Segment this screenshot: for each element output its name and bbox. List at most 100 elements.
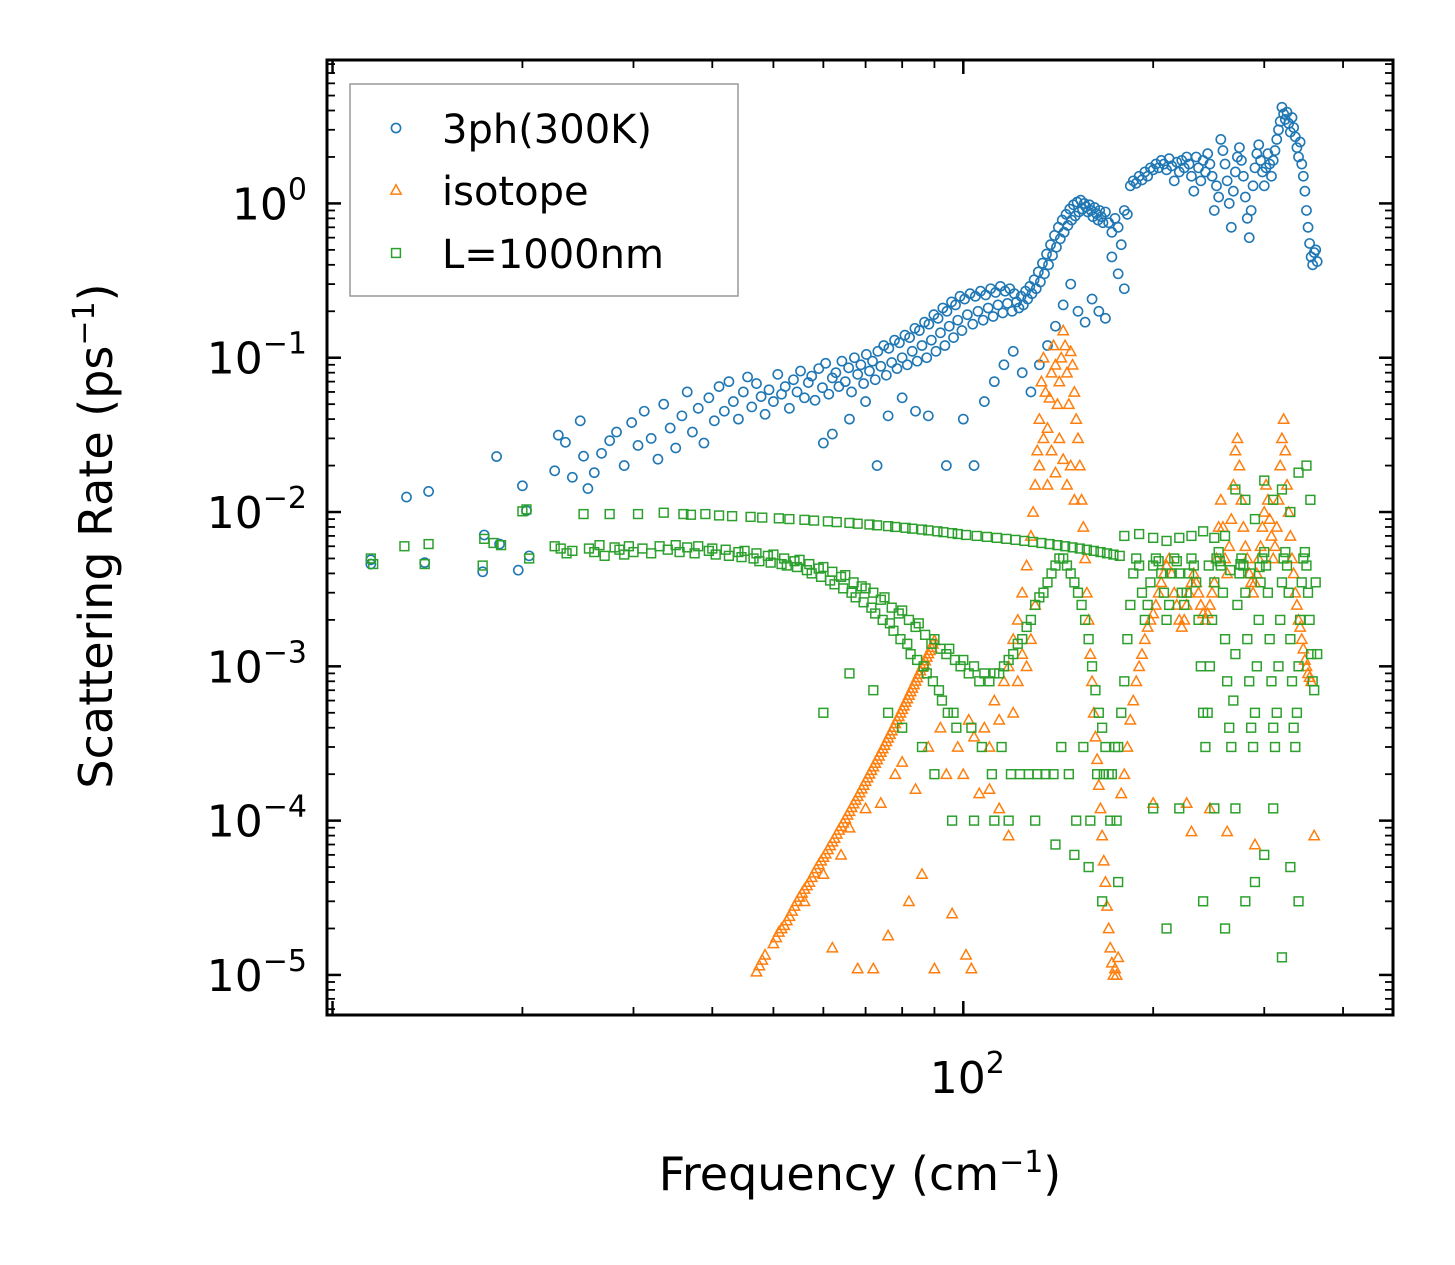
point-boundary: [1113, 876, 1124, 888]
point-boundary: [912, 654, 923, 666]
point-3ph: [894, 337, 905, 349]
point-3ph: [768, 396, 779, 407]
point-boundary: [936, 695, 948, 706]
point-boundary: [1291, 707, 1303, 718]
point-isotope: [1028, 478, 1042, 490]
point-isotope: [1041, 421, 1055, 433]
point-isotope: [1290, 598, 1304, 610]
point-isotope: [1154, 575, 1168, 588]
point-isotope: [1248, 837, 1262, 850]
point-isotope: [915, 867, 929, 880]
point-boundary: [799, 514, 810, 525]
point-boundary: [1219, 923, 1231, 934]
point-boundary: [1093, 707, 1104, 718]
point-isotope: [1011, 674, 1025, 687]
point-isotope: [1114, 786, 1128, 799]
point-boundary: [1166, 568, 1177, 579]
point-isotope: [1060, 365, 1074, 378]
point-boundary: [976, 741, 987, 753]
point-isotope: [758, 948, 772, 960]
point-boundary: [1230, 803, 1241, 814]
point-boundary: [1301, 560, 1312, 571]
point-boundary: [776, 558, 787, 570]
point-boundary: [877, 614, 888, 626]
point-boundary: [1186, 553, 1197, 564]
point-boundary: [1116, 707, 1127, 718]
point-3ph: [733, 413, 744, 425]
point-3ph: [1311, 256, 1323, 267]
point-isotope: [825, 941, 839, 953]
point-3ph: [552, 429, 564, 441]
point-boundary: [903, 614, 915, 626]
point-boundary: [1268, 722, 1279, 733]
point-boundary: [946, 527, 958, 539]
point-isotope: [1050, 397, 1064, 410]
point-isotope: [797, 894, 811, 907]
point-isotope: [1097, 853, 1111, 866]
point-boundary: [1197, 896, 1209, 907]
point-boundary: [1214, 556, 1225, 567]
series-1: [365, 101, 1323, 578]
point-isotope: [1238, 539, 1252, 552]
point-3ph: [1041, 248, 1052, 260]
point-boundary: [1240, 494, 1251, 505]
point-boundary: [1179, 599, 1190, 611]
point-boundary: [1133, 560, 1145, 571]
legend-square-icon: [390, 247, 402, 259]
point-boundary: [858, 597, 869, 608]
point-isotope: [1015, 585, 1029, 598]
point-isotope: [1036, 431, 1050, 444]
point-isotope: [888, 767, 902, 780]
point-3ph: [727, 396, 739, 407]
point-boundary: [1040, 769, 1051, 780]
point-isotope: [1266, 551, 1280, 564]
point-isotope: [1102, 921, 1116, 934]
point-boundary: [1285, 506, 1296, 518]
point-boundary: [818, 707, 829, 718]
point-boundary: [1273, 661, 1284, 672]
point-boundary: [1230, 648, 1241, 660]
point-boundary: [1105, 815, 1116, 826]
point-isotope: [881, 928, 895, 941]
point-3ph: [692, 402, 704, 414]
point-3ph: [855, 359, 867, 371]
point-isotope: [1129, 674, 1143, 687]
point-3ph: [1195, 175, 1207, 187]
point-3ph: [1296, 158, 1308, 170]
point-isotope: [1045, 443, 1059, 456]
point-3ph: [880, 369, 892, 381]
legend-label-3ph: 3ph(300K): [442, 107, 652, 153]
point-3ph: [491, 451, 502, 462]
point-boundary: [1171, 556, 1182, 567]
point-boundary: [1086, 661, 1098, 672]
point-3ph: [823, 388, 835, 400]
point-isotope: [1034, 374, 1048, 387]
point-boundary: [567, 545, 578, 557]
point-isotope: [1048, 358, 1062, 370]
point-boundary: [1090, 685, 1101, 696]
point-boundary: [710, 549, 721, 560]
y-tick-label: 10−2: [207, 481, 307, 539]
point-3ph: [939, 340, 951, 351]
point-isotope: [1138, 632, 1152, 645]
point-boundary: [1240, 896, 1251, 907]
point-boundary: [1174, 568, 1185, 579]
point-isotope: [1024, 529, 1038, 541]
point-boundary: [1206, 614, 1218, 626]
point-boundary: [488, 537, 499, 549]
point-3ph: [886, 357, 898, 368]
point-boundary: [1063, 769, 1074, 780]
point-isotope: [1092, 778, 1106, 790]
point-boundary: [1249, 707, 1261, 718]
point-boundary: [916, 524, 928, 535]
point-isotope: [1205, 585, 1219, 598]
y-tick-label: 10−1: [207, 327, 307, 385]
point-boundary: [748, 553, 759, 564]
point-isotope: [1236, 520, 1250, 532]
point-3ph: [494, 538, 505, 550]
point-boundary: [1142, 599, 1153, 611]
point-3ph: [1269, 145, 1281, 156]
point-boundary: [1305, 494, 1316, 505]
point-isotope: [1011, 613, 1025, 625]
point-3ph: [574, 415, 586, 427]
